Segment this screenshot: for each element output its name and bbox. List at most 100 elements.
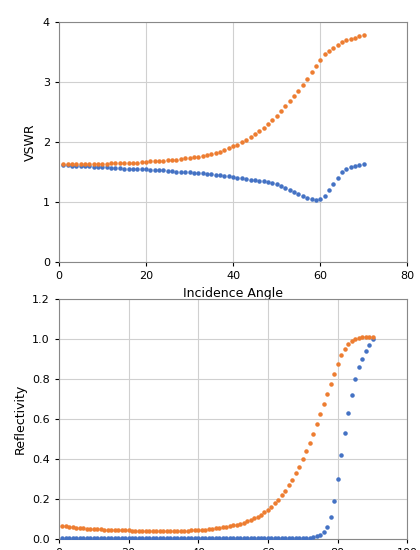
- TM: [362, 346, 369, 355]
- TE: [125, 526, 132, 535]
- TE: [341, 344, 348, 353]
- TE: [184, 526, 191, 535]
- TE: [181, 526, 188, 535]
- TM: [101, 534, 108, 543]
- TE: [216, 524, 223, 532]
- TM: [116, 164, 123, 173]
- TM: [244, 534, 250, 543]
- TE: [317, 410, 324, 419]
- TE: [356, 32, 363, 41]
- TM: [359, 354, 365, 363]
- TE: [261, 508, 268, 517]
- TM: [320, 527, 327, 536]
- TM: [167, 534, 174, 543]
- TM: [265, 178, 271, 186]
- TE: [195, 526, 202, 535]
- TE: [252, 130, 258, 139]
- TE: [360, 31, 367, 40]
- TE: [221, 146, 228, 155]
- TE: [209, 524, 215, 533]
- TE: [208, 150, 215, 158]
- TE: [103, 160, 110, 168]
- TE: [273, 112, 280, 120]
- TE: [265, 120, 271, 129]
- TM: [234, 173, 241, 182]
- TM: [286, 185, 293, 194]
- TM: [268, 534, 275, 543]
- TM: [230, 173, 236, 182]
- TM: [195, 168, 202, 177]
- TM: [90, 534, 97, 543]
- TE: [111, 526, 118, 535]
- TM: [239, 174, 245, 183]
- TE: [83, 524, 90, 533]
- TM: [121, 164, 128, 173]
- TM: [308, 195, 315, 204]
- TM: [307, 534, 313, 542]
- TE: [348, 336, 355, 345]
- TM: [269, 179, 276, 188]
- TE: [213, 148, 219, 157]
- TE: [99, 160, 106, 168]
- TM: [103, 163, 110, 172]
- TM: [143, 534, 150, 543]
- TE: [331, 369, 338, 378]
- TE: [143, 526, 150, 535]
- TM: [178, 534, 184, 543]
- TM: [251, 534, 257, 543]
- TE: [230, 521, 236, 530]
- TM: [247, 534, 254, 543]
- TE: [275, 495, 282, 504]
- TM: [59, 534, 66, 543]
- TM: [108, 164, 114, 173]
- TM: [122, 534, 129, 543]
- TE: [295, 86, 302, 95]
- TE: [64, 160, 71, 169]
- TE: [213, 524, 219, 533]
- TE: [303, 447, 310, 455]
- TE: [352, 33, 359, 42]
- TE: [153, 526, 160, 535]
- TM: [63, 534, 69, 543]
- TE: [278, 107, 284, 116]
- TE: [296, 462, 303, 471]
- TM: [94, 534, 100, 543]
- TE: [339, 37, 345, 46]
- TM: [90, 162, 97, 171]
- TM: [139, 534, 146, 543]
- TE: [247, 133, 254, 142]
- TE: [138, 158, 145, 167]
- TM: [282, 534, 289, 543]
- TM: [299, 534, 306, 543]
- TM: [339, 168, 345, 177]
- TE: [90, 160, 97, 168]
- TE: [169, 156, 176, 164]
- TE: [286, 97, 293, 106]
- TM: [278, 534, 285, 543]
- TE: [244, 517, 250, 526]
- TE: [60, 160, 66, 169]
- TM: [169, 167, 176, 175]
- TM: [296, 534, 303, 543]
- TM: [260, 177, 267, 186]
- Text: (a): (a): [221, 368, 245, 382]
- TM: [76, 534, 83, 543]
- TE: [202, 525, 209, 534]
- TM: [64, 161, 71, 169]
- TM: [223, 534, 229, 543]
- TM: [213, 170, 219, 179]
- TM: [94, 162, 101, 171]
- TE: [178, 155, 184, 163]
- TE: [134, 158, 141, 167]
- TE: [239, 138, 245, 147]
- TM: [275, 534, 282, 543]
- TE: [334, 41, 341, 50]
- TM: [254, 534, 261, 543]
- TM: [237, 534, 244, 543]
- TM: [66, 534, 73, 543]
- TM: [202, 534, 209, 543]
- TE: [355, 333, 362, 342]
- TE: [195, 152, 202, 161]
- TM: [146, 534, 153, 543]
- TE: [366, 332, 373, 341]
